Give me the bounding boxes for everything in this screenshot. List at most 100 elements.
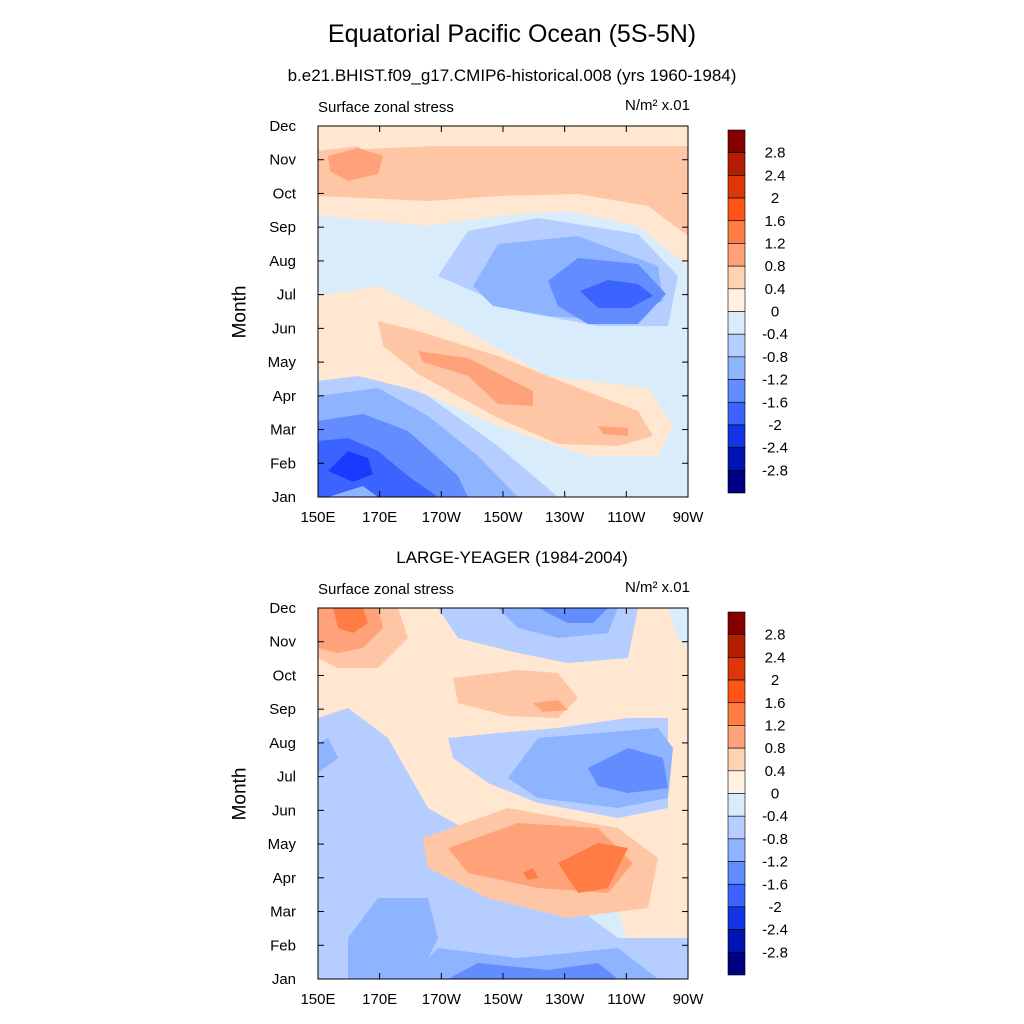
panel-1-variable-label: Surface zonal stress: [318, 99, 454, 116]
panel-1-contour-region-17: [318, 146, 688, 236]
panel-1-x-tick-label: 110W: [607, 509, 646, 526]
panel-2-y-tick-label: Aug: [269, 735, 296, 752]
panel-2-x-tick-label: 170E: [362, 991, 397, 1008]
panel-2-colorbar-swatch: [727, 929, 746, 953]
panel-2-y-tick-label: May: [268, 836, 297, 853]
panel-2-colorbar-swatch: [727, 611, 746, 635]
panel-2-y-tick-label: Jan: [272, 971, 296, 988]
panel-2-colorbar-label: -0.4: [762, 808, 788, 825]
panel-1-y-tick-label: Dec: [269, 118, 296, 135]
panel-1-colorbar-label: -0.4: [762, 326, 788, 343]
panel-2-colorbar-label: -2.4: [762, 922, 788, 939]
panel-2-x-tick-label: 150W: [483, 991, 523, 1008]
panel-1-colorbar-label: 1.6: [765, 213, 786, 230]
panel-1-colorbar-swatch: [727, 333, 746, 358]
panel-1-colorbar-swatch: [727, 447, 746, 471]
panel-1-x-tick-label: 150E: [300, 509, 335, 526]
panel-1-y-tick-label: Jul: [277, 287, 296, 304]
panel-1-colorbar-swatch: [727, 401, 746, 426]
panel-1-x-tick-label: 170W: [422, 509, 462, 526]
panel-1-colorbar-label: 2.4: [765, 167, 786, 184]
panel-1-colorbar-swatch: [727, 356, 746, 380]
panel-1-y-tick-label: Jun: [272, 320, 296, 337]
panel-1-x-tick-label: 150W: [483, 509, 523, 526]
panel-1-y-tick-label: Nov: [269, 152, 296, 169]
panel-2-contour-region-17: [588, 748, 668, 793]
panel-1-colorbar-label: 2.8: [765, 145, 786, 162]
panel-2-x-tick-label: 150E: [300, 991, 335, 1008]
panel-1-x-tick-label: 170E: [362, 509, 397, 526]
panel-1-colorbar-swatch: [727, 152, 746, 176]
panel-1-contour-region-6: [328, 486, 378, 497]
panel-1-colorbar-label: -1.2: [762, 372, 788, 389]
panel-2-y-tick-label: Nov: [269, 634, 296, 651]
panel-1-colorbar-label: 2: [771, 190, 779, 207]
figure-title: Equatorial Pacific Ocean (5S-5N): [327, 20, 697, 48]
panel-1-colorbar-label: 0.4: [765, 281, 786, 298]
panel-2-colorbar-label: -1.2: [762, 854, 788, 871]
panel-2-colorbar-label: 1.6: [765, 695, 786, 712]
panel-1-colorbar-swatch: [727, 265, 746, 290]
panel-1-colorbar-swatch: [727, 129, 746, 153]
panel-2-colorbar-label: 1.2: [765, 717, 786, 734]
panel-2-y-tick-label: Dec: [269, 600, 296, 617]
panel-1-colorbar-label: -1.6: [762, 394, 788, 411]
panel-2-colorbar-swatch: [727, 747, 746, 772]
panel-2-variable-label: Surface zonal stress: [318, 581, 454, 598]
panel-2-colorbar-swatch: [727, 679, 746, 704]
panel-2-colorbar-swatch: [727, 861, 746, 885]
panel-1-contour-region-21: [318, 126, 688, 144]
panel-2-colorbar-label: -2.8: [762, 944, 788, 961]
panel-2-colorbar-label: -2: [768, 899, 781, 916]
panel-2-y-tick-label: Jun: [272, 802, 296, 819]
panel-2-colorbar-label: -1.6: [762, 876, 788, 893]
panel-2-y-tick-label: Apr: [273, 870, 296, 887]
panel-1-colorbar-label: -2.4: [762, 440, 788, 457]
panel-1-contour-region-10: [598, 426, 628, 436]
panel-1-y-tick-label: Feb: [270, 455, 296, 472]
panel-1-contour-region-19: [328, 148, 383, 181]
panel-2-colorbar-label: 0.8: [765, 740, 786, 757]
panel-2-contour-region-10: [558, 843, 628, 893]
panel-2-contour-region-24: [668, 608, 688, 648]
panel-2-units-text: N/m² x.01: [624, 579, 690, 596]
panel-2-colorbar-swatch: [727, 793, 746, 817]
panel-2-colorbar-label: 0.4: [765, 763, 786, 780]
panel-1-contour-field: [318, 126, 688, 497]
panel-1-contour-region-15: [580, 280, 653, 308]
panel-2-colorbar-label: -0.8: [762, 831, 788, 848]
panel-1-y-tick-label: Mar: [270, 422, 296, 439]
panel-2-contour-region-5: [448, 963, 618, 979]
panel-2-colorbar-swatch: [727, 770, 746, 794]
panel-2-colorbar-label: 0: [771, 786, 779, 803]
panel-2-x-tick-label: 130W: [545, 991, 585, 1008]
panel-2-colorbar-label: 2.4: [765, 649, 786, 666]
panel-1-title: b.e21.BHIST.f09_g17.CMIP6-historical.008…: [287, 66, 737, 85]
panel-2-contour-region-23: [333, 608, 368, 633]
panel-1-y-tick-label: Jan: [272, 489, 296, 506]
panel-2-contour-region-20: [538, 608, 608, 623]
panel-1-colorbar-label: 0: [771, 304, 779, 321]
panel-1-y-tick-label: Oct: [273, 185, 297, 202]
panel-2-colorbar-swatch: [727, 906, 746, 930]
panel-2-y-tick-label: Feb: [270, 937, 296, 954]
panel-1-colorbar-swatch: [727, 288, 746, 312]
panel-2-contour-field: [318, 608, 688, 979]
panel-1-colorbar-swatch: [727, 424, 746, 448]
panel-1-colorbar-swatch: [727, 470, 746, 494]
panel-1-y-tick-label: Apr: [273, 388, 296, 405]
panel-2-colorbar-swatch: [727, 838, 746, 862]
panel-1-x-tick-label: 130W: [545, 509, 585, 526]
panel-1-colorbar-swatch: [727, 243, 746, 267]
panel-1-x-tick-label: 90W: [673, 509, 705, 526]
panel-2-y-tick-label: Jul: [277, 769, 296, 786]
panel-1-colorbar-label: -0.8: [762, 349, 788, 366]
panel-1-colorbar-swatch: [727, 220, 746, 244]
panel-1-y-tick-label: Sep: [269, 219, 296, 236]
panel-1-units-label: N/m² x.01: [625, 97, 690, 114]
panel-1-colorbar-label: -2: [768, 417, 781, 434]
panel-1-y-tick-label: May: [268, 354, 297, 371]
panel-1-y-tick-label: Aug: [269, 253, 296, 270]
panel-1-contour-region-9: [418, 351, 533, 406]
